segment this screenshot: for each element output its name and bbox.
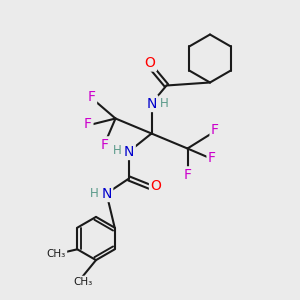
Text: H: H	[89, 187, 98, 200]
Text: F: F	[88, 90, 95, 104]
Text: F: F	[84, 118, 92, 131]
Text: CH₃: CH₃	[47, 249, 66, 259]
Text: N: N	[146, 97, 157, 110]
Text: F: F	[184, 168, 191, 182]
Text: N: N	[124, 145, 134, 158]
Text: H: H	[113, 143, 122, 157]
Text: H: H	[160, 97, 169, 110]
Text: F: F	[208, 151, 216, 164]
Text: O: O	[145, 56, 155, 70]
Text: CH₃: CH₃	[73, 277, 92, 287]
Text: F: F	[211, 123, 219, 137]
Text: N: N	[101, 187, 112, 200]
Text: O: O	[151, 179, 161, 193]
Text: F: F	[101, 138, 109, 152]
